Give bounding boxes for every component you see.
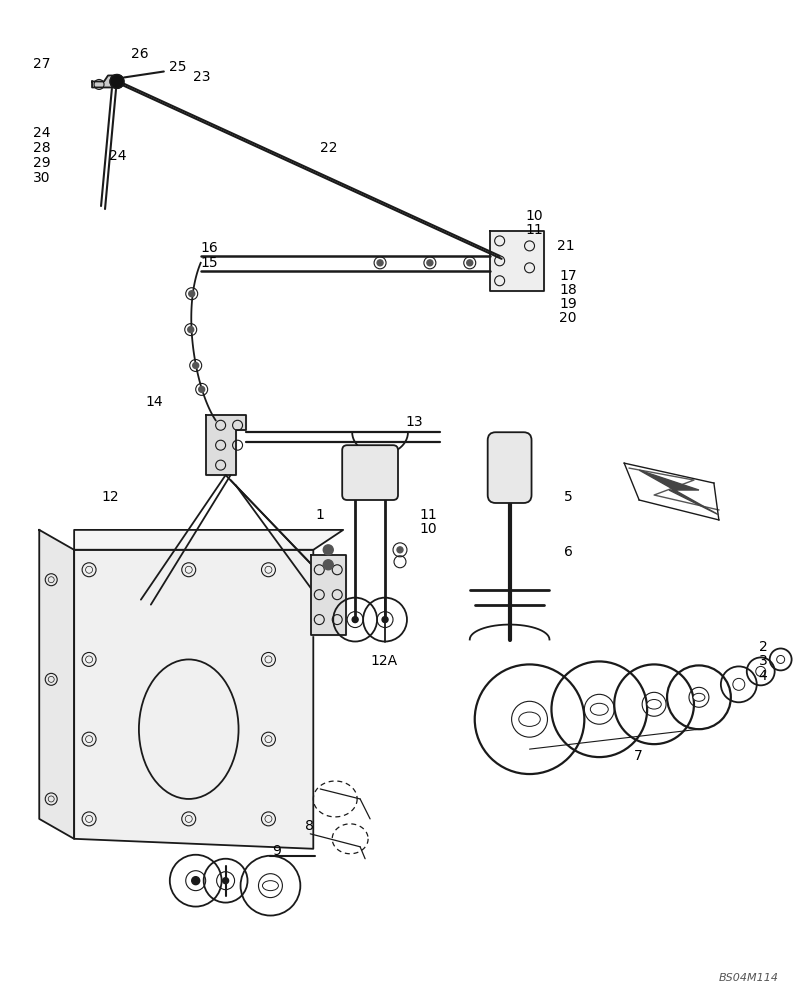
Polygon shape bbox=[74, 530, 343, 550]
Text: 19: 19 bbox=[560, 297, 577, 311]
Text: 7: 7 bbox=[634, 749, 643, 763]
Circle shape bbox=[223, 878, 228, 884]
Text: 6: 6 bbox=[564, 545, 573, 559]
Text: 16: 16 bbox=[201, 241, 218, 255]
Circle shape bbox=[352, 617, 358, 623]
Text: 21: 21 bbox=[557, 239, 575, 253]
Text: 23: 23 bbox=[193, 70, 210, 84]
Text: 24: 24 bbox=[109, 149, 127, 163]
Text: 18: 18 bbox=[560, 283, 577, 297]
Text: 4: 4 bbox=[759, 669, 767, 683]
Text: 17: 17 bbox=[560, 269, 577, 283]
Text: 11: 11 bbox=[420, 508, 438, 522]
Circle shape bbox=[192, 877, 200, 885]
FancyBboxPatch shape bbox=[342, 445, 398, 500]
Text: 9: 9 bbox=[272, 844, 281, 858]
Text: 1: 1 bbox=[315, 508, 324, 522]
Text: 2: 2 bbox=[759, 640, 767, 654]
Circle shape bbox=[199, 386, 205, 392]
Circle shape bbox=[427, 260, 433, 266]
Circle shape bbox=[323, 560, 334, 570]
Text: 15: 15 bbox=[201, 256, 218, 270]
Text: 3: 3 bbox=[759, 654, 767, 668]
Circle shape bbox=[323, 545, 334, 555]
Polygon shape bbox=[74, 550, 314, 849]
Circle shape bbox=[382, 617, 388, 623]
Ellipse shape bbox=[263, 881, 279, 891]
Polygon shape bbox=[490, 231, 544, 291]
Polygon shape bbox=[39, 530, 74, 839]
Text: 13: 13 bbox=[405, 415, 423, 429]
Circle shape bbox=[193, 362, 199, 368]
Text: 8: 8 bbox=[306, 819, 314, 833]
Ellipse shape bbox=[693, 693, 705, 701]
Text: 20: 20 bbox=[560, 311, 577, 325]
Text: 29: 29 bbox=[33, 156, 51, 170]
Polygon shape bbox=[311, 555, 346, 635]
Text: 22: 22 bbox=[320, 141, 338, 155]
Circle shape bbox=[189, 291, 195, 297]
Circle shape bbox=[110, 74, 124, 88]
Text: 12: 12 bbox=[101, 490, 119, 504]
Ellipse shape bbox=[647, 700, 661, 709]
Ellipse shape bbox=[591, 703, 608, 715]
Circle shape bbox=[466, 260, 473, 266]
Polygon shape bbox=[639, 470, 719, 515]
Text: 10: 10 bbox=[525, 209, 543, 223]
Text: 25: 25 bbox=[169, 60, 186, 74]
Circle shape bbox=[188, 327, 193, 333]
Text: 14: 14 bbox=[146, 395, 163, 409]
Text: 12A: 12A bbox=[370, 654, 397, 668]
Text: 28: 28 bbox=[33, 141, 51, 155]
Text: 27: 27 bbox=[33, 57, 51, 71]
Ellipse shape bbox=[519, 712, 540, 726]
Text: 5: 5 bbox=[564, 490, 573, 504]
FancyBboxPatch shape bbox=[488, 432, 532, 503]
Circle shape bbox=[377, 260, 383, 266]
Ellipse shape bbox=[139, 659, 239, 799]
Text: 10: 10 bbox=[420, 522, 438, 536]
Text: 11: 11 bbox=[525, 223, 544, 237]
Polygon shape bbox=[92, 75, 116, 87]
Text: 24: 24 bbox=[33, 126, 51, 140]
Text: 30: 30 bbox=[33, 171, 51, 185]
Circle shape bbox=[397, 547, 403, 553]
Polygon shape bbox=[205, 415, 245, 475]
Text: 26: 26 bbox=[131, 47, 149, 61]
Text: BS04M114: BS04M114 bbox=[719, 973, 778, 983]
